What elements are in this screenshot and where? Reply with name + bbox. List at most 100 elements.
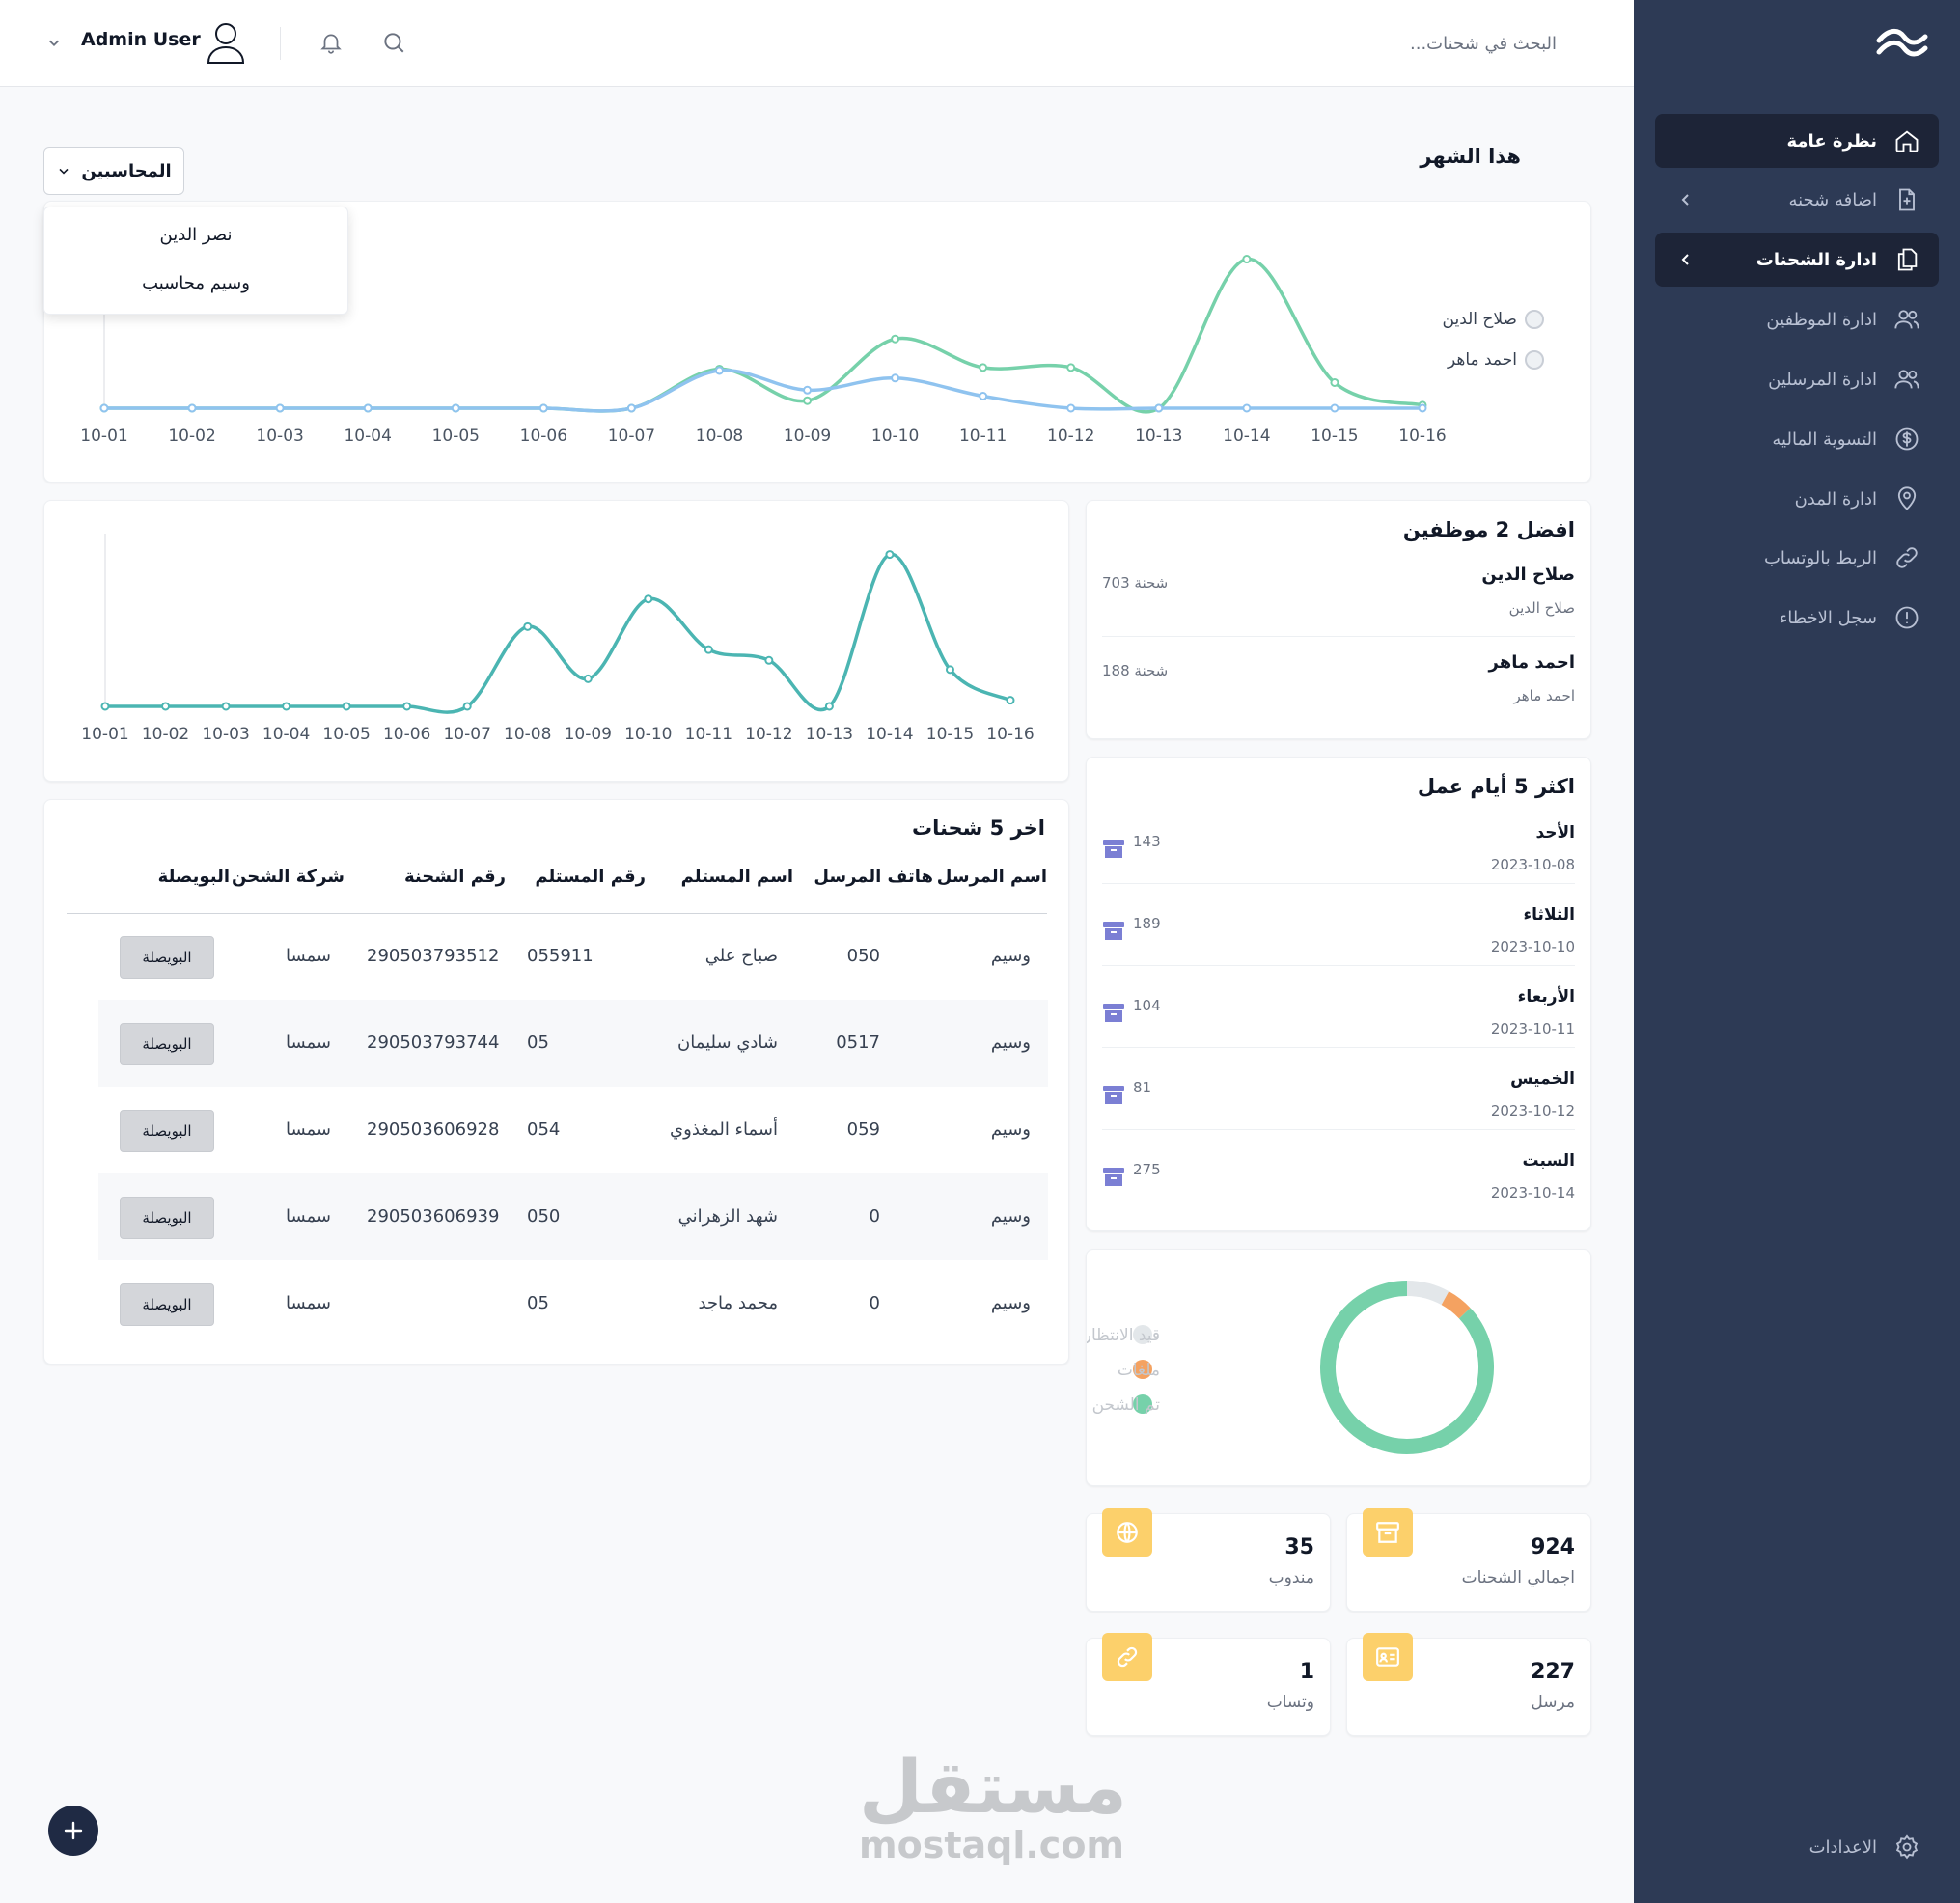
sidebar-item-overview[interactable]: نظرة عامة [1655,114,1939,168]
stat-card: 924 اجمالي الشحنات [1346,1508,1591,1612]
sidebar-item-senders[interactable]: ادارة المرسلين [1655,352,1939,406]
waybill-button[interactable]: البويصلة [120,1283,214,1326]
waybill-button[interactable]: البويصلة [120,1110,214,1152]
data-point[interactable] [1330,403,1339,413]
x-tick-label: 10-03 [202,725,249,744]
cell-shipment-number: 290503793744 [367,1033,500,1053]
cell-company: سمسا [285,1119,331,1140]
sidebar-item-finance[interactable]: التسوية الماليه [1655,412,1939,466]
sidebar-item-shipments[interactable]: ادارة الشحنات [1655,233,1939,287]
data-point[interactable] [538,403,548,413]
waybill-button[interactable]: البويصلة [120,1023,214,1065]
sidebar-item-cities[interactable]: ادارة المدن [1655,472,1939,526]
data-point[interactable] [626,403,636,413]
legend-label[interactable]: تم الشحن [1092,1395,1161,1415]
donut-slice[interactable] [1406,1281,1449,1306]
column-header-sender-phone[interactable]: هاتف المرسل [814,867,933,887]
employee-count: شحنة 703 [1102,574,1168,592]
donut-slice[interactable] [1320,1281,1494,1454]
data-point[interactable] [1242,403,1252,413]
column-header-shipment-number[interactable]: رقم الشحنة [403,867,506,887]
data-point[interactable] [764,655,774,665]
sidebar-item-whatsapp[interactable]: الربط بالوتساب [1655,531,1939,585]
data-point[interactable] [363,403,373,413]
data-point[interactable] [99,403,109,413]
top-days-card: اكثر 5 أيام عمل الأحد 2023-10-08 143 الثلاث… [1086,757,1591,1231]
day-date: 2023-10-10 [1490,938,1575,955]
column-header-sender[interactable]: اسم المرسل [936,867,1047,887]
data-point[interactable] [1330,377,1339,387]
data-point[interactable] [979,363,988,372]
count-unit: شحنة [1134,574,1169,592]
data-point[interactable] [891,334,900,344]
settings-label: الاعدادات [1808,1836,1877,1858]
data-point[interactable] [644,594,653,604]
data-point[interactable] [1242,255,1252,264]
dropdown-option[interactable]: وسيم محاسبب [142,273,250,293]
data-point[interactable] [462,702,472,711]
data-point[interactable] [451,403,460,413]
data-point[interactable] [704,645,713,654]
data-point[interactable] [803,385,813,395]
waybill-button[interactable]: البويصلة [120,936,214,979]
data-point[interactable] [282,702,291,711]
data-point[interactable] [1066,403,1076,413]
legend-item[interactable]: احمد ماهر [1448,350,1544,370]
x-tick-label: 10-08 [696,427,743,446]
data-point[interactable] [100,702,110,711]
data-point[interactable] [342,702,351,711]
data-point[interactable] [979,392,988,401]
x-tick-label: 10-01 [81,725,128,744]
donut-slice[interactable] [1441,1291,1471,1319]
legend-label[interactable]: قيد الانتظار [1083,1326,1160,1345]
day-count: 143 [1133,833,1161,850]
data-point[interactable] [1006,696,1015,705]
sidebar-item-settings[interactable]: الاعدادات [1655,1820,1939,1874]
avatar[interactable] [205,19,247,66]
bell-icon[interactable] [316,27,346,58]
legend-label[interactable]: ملغات [1118,1361,1160,1380]
employee-name: صلاح الدين [1481,565,1575,585]
data-point[interactable] [1066,363,1076,372]
data-point[interactable] [1154,403,1164,413]
dropdown-option[interactable]: نصر الدين [159,225,233,245]
sidebar-item-employees[interactable]: ادارة الموظفين [1655,292,1939,346]
data-point[interactable] [187,403,197,413]
gear-icon [1892,1833,1921,1862]
data-point[interactable] [824,702,834,711]
x-tick-label: 10-02 [168,427,215,446]
cell-receiver: صباح علي [704,946,778,966]
data-point[interactable] [402,702,412,711]
cell-receiver-phone: 05 [527,1293,549,1313]
sidebar-item-error-log[interactable]: سجل الاخطاء [1655,591,1939,645]
data-point[interactable] [945,665,954,675]
legend-item[interactable]: صلاح الدين [1443,310,1544,329]
data-point[interactable] [803,396,813,405]
cell-shipment-number: 290503606939 [367,1206,500,1227]
chevron-down-icon[interactable] [42,29,66,56]
column-header-waybill[interactable]: البويصلة [157,867,230,887]
watermark-arabic: مستقل [859,1744,1127,1830]
cell-receiver-phone: 05 [527,1033,549,1053]
data-point[interactable] [885,550,895,560]
data-point[interactable] [714,366,724,375]
accountants-filter-dropdown[interactable]: المحاسبين [43,147,184,195]
divider [1102,883,1575,884]
data-point[interactable] [583,674,593,683]
data-point[interactable] [161,702,171,711]
search-icon[interactable] [378,27,409,58]
data-point[interactable] [523,621,533,631]
column-header-receiver-phone[interactable]: رقم المستلم [535,867,646,887]
column-header-receiver[interactable]: اسم المستلم [680,867,793,887]
waybill-button[interactable]: البويصلة [120,1197,214,1239]
data-point[interactable] [891,373,900,383]
data-point[interactable] [1418,403,1427,413]
data-point[interactable] [275,403,285,413]
column-header-company[interactable]: شركة الشحن [232,867,345,887]
search-input[interactable] [1151,23,1557,64]
add-floating-button[interactable] [48,1806,98,1856]
data-point[interactable] [221,702,231,711]
user-name[interactable]: Admin User [81,29,201,50]
x-tick-label: 10-13 [806,725,853,744]
sidebar-item-add-shipment[interactable]: اضافه شحنه [1655,173,1939,227]
